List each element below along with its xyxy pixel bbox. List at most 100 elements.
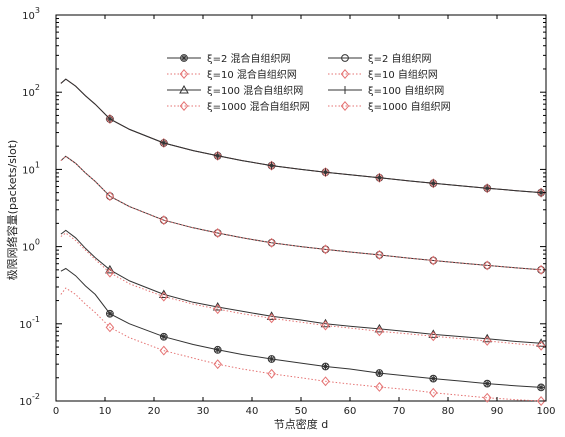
- data-point: [105, 322, 115, 333]
- x-tick-label: 0: [53, 406, 59, 417]
- x-tick-label: 100: [536, 406, 555, 417]
- legend-item: ξ=2 自组织网: [328, 52, 432, 65]
- data-point: [536, 264, 546, 275]
- y-tick-base: 10: [19, 397, 32, 408]
- series-layer: [60, 78, 546, 406]
- data-point: [482, 333, 493, 343]
- legend-item: ξ=10 自组织网: [328, 68, 438, 81]
- data-point: [429, 178, 438, 189]
- data-point: [105, 114, 115, 124]
- legend-marker: [179, 69, 189, 79]
- legend-item: ξ=100 自组织网: [328, 84, 444, 97]
- data-point: [321, 168, 330, 177]
- legend-marker: [179, 84, 189, 94]
- data-point: [482, 335, 492, 346]
- data-point: [429, 255, 438, 266]
- legend-marker: [341, 54, 349, 62]
- x-tick-label: 60: [344, 406, 357, 417]
- data-point: [321, 376, 330, 387]
- legend-label: ξ=100 混合自组织网: [207, 84, 303, 97]
- data-point: [213, 228, 222, 238]
- x-tick-label: 10: [99, 406, 112, 417]
- x-tick-label: 30: [197, 406, 210, 417]
- x-tick-label: 90: [491, 406, 504, 417]
- legend-marker: [180, 54, 188, 62]
- data-point: [321, 362, 330, 371]
- data-point: [482, 183, 492, 194]
- y-tick-base: 10: [19, 320, 32, 331]
- data-point: [105, 264, 115, 274]
- data-point: [483, 379, 492, 388]
- legend-item: ξ=1000 自组织网: [328, 100, 451, 113]
- y-tick-exponent: 1: [35, 160, 40, 169]
- legend-marker: [179, 101, 189, 111]
- data-point: [105, 114, 114, 123]
- data-point: [213, 151, 222, 160]
- series-line: [60, 267, 542, 388]
- data-point: [483, 184, 492, 193]
- data-point: [482, 392, 492, 403]
- legend-label: ξ=2 自组织网: [368, 52, 432, 65]
- series-line: [60, 229, 542, 344]
- y-tick-exponent: -2: [32, 392, 40, 401]
- legend-item: ξ=2 混合自组织网: [167, 52, 291, 65]
- data-point: [375, 173, 384, 182]
- data-point: [375, 381, 384, 392]
- series-4: [60, 155, 546, 275]
- x-tick-label: 80: [442, 406, 455, 417]
- y-tick-exponent: 3: [35, 6, 40, 15]
- data-point: [159, 291, 169, 302]
- y-tick-label: 10-1: [19, 315, 40, 331]
- data-point: [158, 289, 169, 298]
- data-point: [482, 260, 492, 271]
- y-tick-exponent: 0: [35, 238, 40, 247]
- data-point: [375, 172, 384, 183]
- legend-item: ξ=100 混合自组织网: [167, 84, 303, 97]
- legend-label: ξ=2 混合自组织网: [207, 52, 291, 65]
- data-point: [213, 304, 222, 315]
- y-tick-base: 10: [22, 243, 35, 254]
- legend-label: ξ=10 混合自组织网: [207, 68, 297, 81]
- data-point: [429, 374, 438, 383]
- y-tick-base: 10: [22, 11, 35, 22]
- data-point: [429, 331, 438, 342]
- data-point: [536, 187, 546, 198]
- data-point: [429, 179, 438, 188]
- x-tick-label: 50: [295, 406, 308, 417]
- data-point: [159, 215, 169, 226]
- data-point: [321, 244, 330, 255]
- data-point: [159, 345, 169, 356]
- data-point: [375, 326, 384, 337]
- data-point: [105, 191, 115, 202]
- data-point: [267, 355, 276, 363]
- legend-label: ξ=100 自组织网: [368, 84, 444, 97]
- y-tick-label: 100: [22, 238, 40, 254]
- data-point: [321, 320, 330, 331]
- series-8: [60, 287, 546, 406]
- data-point: [537, 383, 545, 392]
- x-axis: 0 10 20 30 40 50 60 70 80 90 100: [53, 15, 556, 417]
- legend-item: ξ=10 混合自组织网: [167, 68, 297, 81]
- y-tick-label: 10-2: [19, 392, 40, 408]
- data-point: [267, 161, 276, 170]
- x-tick-label: 20: [148, 406, 161, 417]
- legend-marker: [340, 101, 350, 111]
- series-line: [60, 78, 542, 194]
- y-tick-exponent: 2: [35, 83, 40, 92]
- legend: ξ=2 混合自组织网 ξ=2 自组织网 ξ=10 混合自组织网 ξ=10 自组织网 ξ=…: [167, 52, 451, 113]
- data-point: [106, 309, 114, 318]
- data-point: [536, 338, 546, 347]
- plot-area: [55, 14, 547, 402]
- data-point: [267, 368, 276, 379]
- data-point: [105, 267, 115, 278]
- x-tick-label: 70: [393, 406, 406, 417]
- data-point: [159, 332, 168, 341]
- data-point: [213, 345, 222, 354]
- x-tick-label: 40: [246, 406, 259, 417]
- series-7: [60, 232, 546, 351]
- legend-label: ξ=1000 混合自组织网: [207, 100, 310, 113]
- y-tick-base: 10: [22, 165, 35, 176]
- data-point: [267, 313, 276, 324]
- x-axis-title: 节点密度 d: [274, 417, 328, 431]
